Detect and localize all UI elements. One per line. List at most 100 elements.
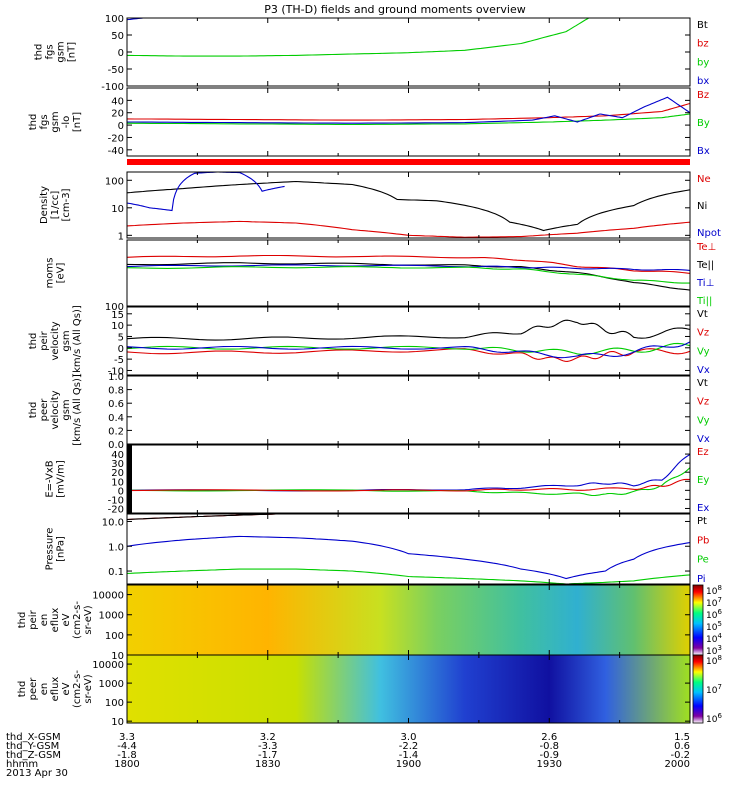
position-value: 0.6 <box>674 741 690 752</box>
position-row-label: thd_Z-GSM <box>6 750 61 761</box>
legend-entry: Ti|| <box>696 296 712 307</box>
y-tick-label: 100 <box>105 698 124 709</box>
series-line-0 <box>126 180 691 232</box>
series-line-3 <box>126 341 691 359</box>
date-label: 2013 Apr 30 <box>6 768 68 779</box>
y-tick-label: 0.1 <box>108 567 124 578</box>
series-line-2 <box>126 171 285 212</box>
y-tick-label: -40 <box>108 146 124 157</box>
y-axis-label: thdpeirvelocitygsm[km/s (All Qs)] <box>28 305 83 377</box>
series-line-3 <box>126 266 690 284</box>
series-line-0 <box>127 17 623 57</box>
legend-entry: Vt <box>697 378 708 389</box>
series-line-1 <box>126 348 691 362</box>
legend-entry: Npot <box>697 228 721 239</box>
position-value: 3.2 <box>260 732 276 743</box>
position-table: thd_X-GSM 3.3 3.2 3.0 2.6 1.5 thd_Y-GSM -4.4 -3.… <box>6 732 690 779</box>
y-axis-label: E=-VxB[mV/m] <box>45 460 67 498</box>
series-line-3 <box>126 568 691 585</box>
legend-entry: Bt <box>697 20 708 31</box>
legend-entry: By <box>697 118 710 129</box>
y-tick-label: 10 <box>111 717 124 728</box>
figure-title: P3 (TH-D) fields and ground moments over… <box>264 3 526 16</box>
legend-entry: by <box>697 57 709 68</box>
panel-frame <box>126 444 691 514</box>
position-value: -0.8 <box>539 741 559 752</box>
series-line-1 <box>126 262 691 291</box>
y-tick-label: 100 <box>105 302 124 313</box>
y-axis-label: thdpeirenefluxeV(cm2-s-sr-eV) <box>17 601 94 639</box>
y-tick-label: -20 <box>108 504 124 515</box>
position-value: -1.7 <box>258 750 278 761</box>
y-axis-label: thdfgsgsm[nT] <box>34 41 78 62</box>
colorbar-tick: 106 <box>706 712 722 725</box>
y-tick-label: 1.0 <box>108 542 124 553</box>
legend-entry: Pt <box>697 516 707 527</box>
y-tick-label: -50 <box>108 65 124 76</box>
y-axis-label: Pressure[nPa] <box>45 528 67 571</box>
series-line-1 <box>126 467 691 497</box>
y-axis-label: moms[eV] <box>45 258 67 289</box>
y-tick-label: 20 <box>111 468 124 479</box>
legend-entry: Te|| <box>696 260 714 271</box>
quality-band <box>127 159 690 165</box>
panel-frame <box>126 513 691 585</box>
legend-entry: Bz <box>697 90 709 101</box>
series-line-0 <box>126 254 691 274</box>
data-gap-bar <box>127 445 132 513</box>
y-tick-label: 1000 <box>99 679 124 690</box>
position-value: -0.2 <box>670 750 690 761</box>
panel-pressure: 10.0 1.0 0.1 Pressure[nPa] Pt Pb Pe Pi <box>45 513 709 585</box>
y-tick-label: 1.0 <box>108 372 124 383</box>
y-tick-label: 0 <box>118 486 124 497</box>
y-tick-label: 10 <box>111 477 124 488</box>
legend-entry: Ez <box>697 447 709 458</box>
position-row-label: thd_X-GSM <box>6 732 61 743</box>
position-value: 1930 <box>537 759 562 770</box>
position-value: 3.3 <box>119 732 135 743</box>
legend-entry: Ne <box>697 174 711 185</box>
y-tick-label: 50 <box>111 31 124 42</box>
legend-entry: bz <box>697 39 709 50</box>
position-value: 1800 <box>114 759 139 770</box>
y-tick-label: 40 <box>111 96 124 107</box>
y-tick-label: 10000 <box>92 591 124 602</box>
y-axis-label: thdfgsgsm-lo[nT] <box>28 111 83 132</box>
position-row-label: thd_Y-GSM <box>6 741 59 752</box>
y-axis-label: thdpeerenefluxeV(cm2-s-sr-eV) <box>17 670 94 708</box>
position-value: 1900 <box>396 759 421 770</box>
position-value: 2000 <box>665 759 690 770</box>
series-line-1 <box>126 513 353 521</box>
legend-entry: Ni <box>697 201 707 212</box>
colorbar-tick: 103 <box>706 644 722 657</box>
y-tick-label: 30 <box>111 459 124 470</box>
legend-entry: Pi <box>697 574 706 585</box>
legend-entry: Vx <box>697 434 710 445</box>
series-line-0 <box>126 102 691 121</box>
colorbar-tick: 108 <box>706 654 722 667</box>
panel-density: 100 10 1 Density[1/cc][cm-3] Ne Ni Npot <box>39 171 721 242</box>
y-tick-label: 10.0 <box>102 517 124 528</box>
panel-moms: 100 moms[eV] Te⊥ Te|| Ti⊥ Ti|| <box>45 239 716 313</box>
position-value: -1.4 <box>399 750 419 761</box>
legend-entry: bx <box>697 76 709 87</box>
y-tick-label: 10 <box>111 651 124 662</box>
colorbar-tick: 104 <box>706 632 722 645</box>
series-line-2 <box>126 478 691 492</box>
legend-entry: Pb <box>697 535 709 546</box>
legend-entry: Vz <box>697 328 709 339</box>
y-tick-label: 100 <box>105 176 124 187</box>
y-tick-label: 10 <box>111 204 124 215</box>
y-tick-label: 0.0 <box>108 440 124 451</box>
y-tick-label: -5 <box>114 355 124 366</box>
y-tick-label: 100 <box>105 14 124 25</box>
series-line-1 <box>126 113 691 126</box>
legend-entry: Vt <box>697 309 708 320</box>
y-tick-label: -20 <box>108 133 124 144</box>
colorbar-tick: 106 <box>706 608 722 621</box>
panel-stack: 100500-50-100thdfgsgsm[nT]Btbzbybx40200-… <box>17 14 722 728</box>
colorbar <box>692 584 704 656</box>
colorbar-tick: 105 <box>706 620 722 633</box>
y-tick-label: 0 <box>118 121 124 132</box>
